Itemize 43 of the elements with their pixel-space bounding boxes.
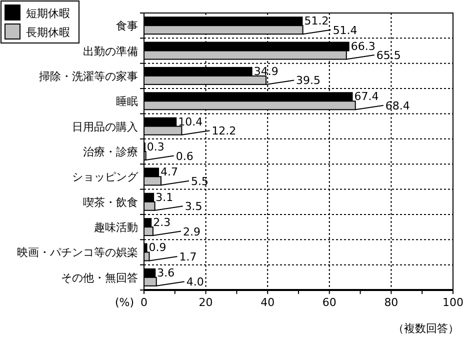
- y-tick-label: 掃除・洗濯等の家事: [39, 70, 138, 83]
- x-tick-label: 40: [260, 296, 275, 309]
- data-label: 2.9: [182, 225, 200, 238]
- data-label: 39.5: [296, 74, 321, 88]
- data-label: 3.6: [157, 266, 175, 280]
- data-label: 5.5: [190, 174, 208, 188]
- data-label: 10.4: [178, 115, 203, 128]
- data-label: 66.3: [350, 40, 376, 53]
- x-tick-label: 80: [384, 296, 398, 309]
- x-axis-title: (%): [114, 296, 134, 309]
- y-tick-label: 喫茶・飲食: [83, 196, 138, 209]
- x-tick-label: 0: [140, 296, 148, 309]
- data-label: 51.2: [304, 14, 329, 28]
- data-label: 3.5: [184, 200, 202, 214]
- x-tick-label: 20: [198, 296, 213, 309]
- data-label: 51.4: [332, 24, 358, 37]
- legend-label: 短期休暇: [26, 7, 70, 20]
- y-tick-label: 日用品の購入: [72, 120, 138, 134]
- x-tick-label: 100: [442, 296, 464, 309]
- data-label: 67.4: [354, 90, 379, 104]
- data-label: 0.3: [146, 140, 164, 154]
- y-tick-label: 趣味活動: [94, 221, 138, 234]
- y-tick-label: 出勤の準備: [83, 44, 138, 58]
- y-tick-label: 睡眠: [116, 95, 138, 108]
- y-tick-label: 映画・パチンコ等の娯楽: [17, 246, 138, 260]
- data-label: 1.7: [179, 250, 197, 264]
- data-label: 0.6: [176, 150, 194, 163]
- data-label: 3.1: [156, 190, 174, 204]
- legend-label: 長期休暇: [26, 26, 70, 39]
- y-tick-label: 治療・診療: [83, 146, 138, 158]
- text: （複数回答）: [393, 322, 459, 335]
- data-label: 4.0: [186, 276, 204, 289]
- data-label: 65.5: [376, 49, 401, 62]
- data-label: 0.9: [148, 241, 166, 254]
- y-tick-label: 食事: [116, 20, 138, 33]
- x-tick-label: 60: [322, 296, 336, 309]
- data-label: 68.4: [385, 99, 410, 112]
- data-label: 2.3: [153, 216, 171, 230]
- data-label: 4.7: [160, 166, 178, 179]
- data-label: 12.2: [212, 124, 236, 138]
- data-label: 34.9: [254, 64, 278, 78]
- y-tick-label: その他・無回答: [61, 271, 138, 284]
- y-tick-label: ショッピング: [72, 170, 139, 184]
